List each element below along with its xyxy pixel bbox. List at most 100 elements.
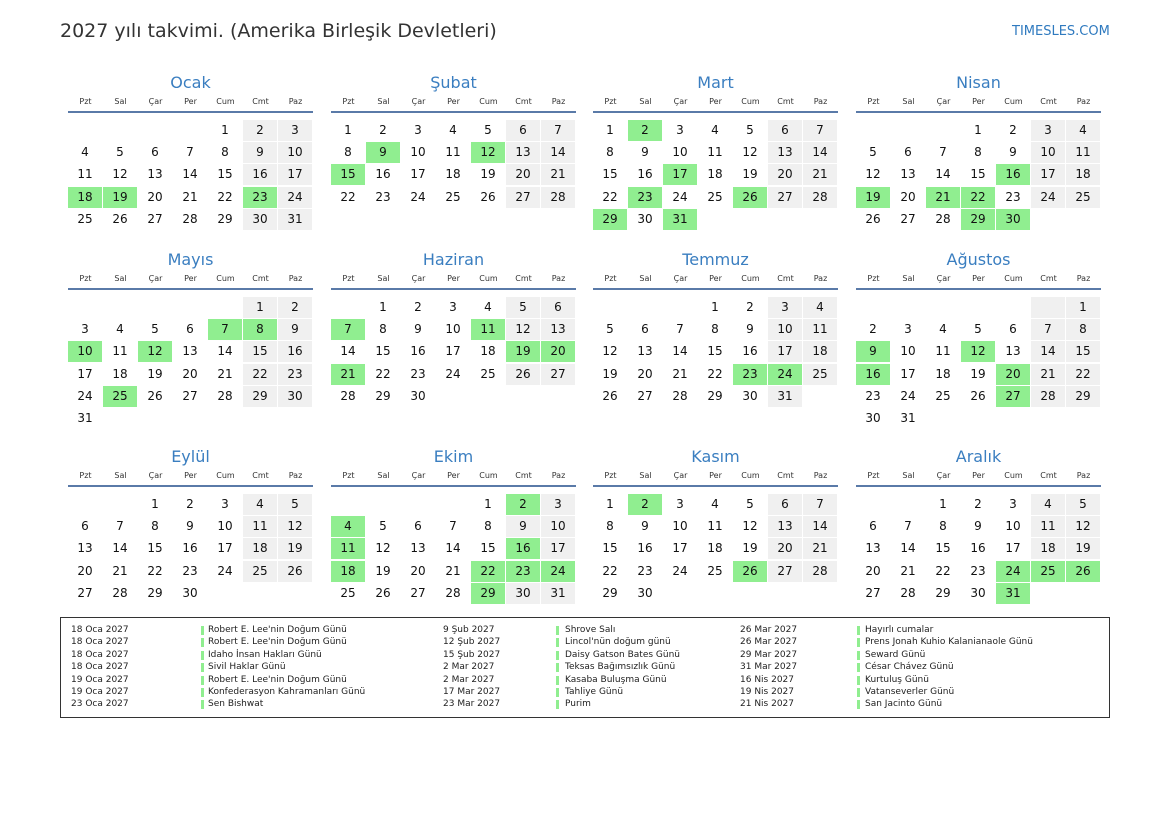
day-cell: 13 xyxy=(147,167,163,182)
holiday-day-cell: 19 xyxy=(103,186,137,208)
weekday-label: Cmt xyxy=(777,97,794,106)
day-cell: 21 xyxy=(803,164,837,186)
weekday-label: Sal xyxy=(114,274,127,283)
day-cell: 12 xyxy=(742,519,758,534)
day-cell: 25 xyxy=(243,560,277,582)
day-cell: 20 xyxy=(77,563,93,578)
day-cell: 28 xyxy=(217,388,233,403)
weekday-label: Per xyxy=(972,471,985,480)
day-cell: 5 xyxy=(278,494,312,515)
day-cell: 4 xyxy=(939,322,947,337)
day-cell: 24 xyxy=(672,189,688,204)
day-cell: 23 xyxy=(278,363,312,385)
holiday-marker xyxy=(201,638,204,648)
day-cell: 27 xyxy=(768,560,802,582)
day-cell: 5 xyxy=(151,322,159,337)
month-block: Temmuz Pzt Sal Çar Per Cum Cmt Paz 1 2 3 4 5 6 7 8 9 10 11… xyxy=(593,250,838,407)
day-cell: 18 xyxy=(1066,164,1100,186)
day-cell: 7 xyxy=(186,145,194,160)
day-cell: 17 xyxy=(900,366,916,381)
day-cell: 25 xyxy=(935,388,951,403)
brand-link[interactable]: TIMESLES.COM xyxy=(1012,24,1110,39)
day-cell: 4 xyxy=(116,322,124,337)
holiday-day-cell: 21 xyxy=(926,186,960,208)
day-cell: 16 xyxy=(970,541,986,556)
day-cell: 2 xyxy=(414,300,422,314)
day-cell: 22 xyxy=(147,563,163,578)
day-cell: 19 xyxy=(742,167,758,182)
day-cell: 2 xyxy=(186,497,194,511)
weekday-label: Pzt xyxy=(79,97,92,106)
holiday-marker xyxy=(201,650,204,660)
day-cell: 13 xyxy=(768,516,802,538)
holiday-date: 19 Oca 2027 xyxy=(71,674,129,685)
day-cell: 28 xyxy=(803,560,837,582)
holiday-day-cell: 29 xyxy=(471,582,505,604)
weekday-label: Cum xyxy=(479,97,498,106)
day-cell: 1 xyxy=(711,300,719,314)
weekday-label: Paz xyxy=(551,97,566,106)
weekday-header: Pzt Sal Çar Per Cum Cmt Paz xyxy=(68,95,313,113)
day-cell: 26 xyxy=(865,211,881,226)
weekday-label: Per xyxy=(184,97,197,106)
day-cell: 26 xyxy=(147,388,163,403)
weekday-label: Pzt xyxy=(867,97,880,106)
weekday-label: Per xyxy=(709,471,722,480)
day-cell: 3 xyxy=(221,497,229,511)
weekday-label: Sal xyxy=(639,97,652,106)
day-cell: 21 xyxy=(445,563,461,578)
month-name: Temmuz xyxy=(682,250,749,269)
holiday-date: 2 Mar 2027 xyxy=(443,674,495,685)
weekday-label: Cum xyxy=(1004,97,1023,106)
month-block: Haziran Pzt Sal Çar Per Cum Cmt Paz 1 2 3 4 5 6 7 8 9 10 1… xyxy=(331,250,576,403)
holiday-day-cell: 21 xyxy=(331,363,365,385)
day-cell: 25 xyxy=(803,363,837,385)
day-cell: 22 xyxy=(602,189,618,204)
day-cell: 21 xyxy=(217,366,233,381)
weekday-label: Cmt xyxy=(1040,274,1057,283)
day-cell: 9 xyxy=(641,145,649,160)
day-cell: 24 xyxy=(410,189,426,204)
day-cell: 24 xyxy=(445,366,461,381)
day-cell: 28 xyxy=(340,388,356,403)
holiday-day-cell: 4 xyxy=(331,516,365,538)
day-cell: 21 xyxy=(1031,363,1065,385)
day-cell: 9 xyxy=(243,142,277,164)
holiday-date: 2 Mar 2027 xyxy=(443,662,495,673)
day-cell: 14 xyxy=(217,344,233,359)
day-cell: 11 xyxy=(445,145,461,160)
day-cell: 20 xyxy=(147,189,163,204)
weekday-header: Pzt Sal Çar Per Cum Cmt Paz xyxy=(331,95,576,113)
holiday-day-cell: 22 xyxy=(961,186,995,208)
day-cell: 16 xyxy=(278,341,312,363)
day-cell: 4 xyxy=(449,123,457,137)
holiday-name: Kasaba Buluşma Günü xyxy=(565,674,667,685)
weekday-label: Paz xyxy=(813,97,828,106)
day-cell: 15 xyxy=(707,344,723,359)
day-cell: 13 xyxy=(637,344,653,359)
day-cell: 17 xyxy=(1005,541,1021,556)
holiday-day-cell: 23 xyxy=(628,186,662,208)
weekday-label: Cum xyxy=(216,274,235,283)
day-cell: 12 xyxy=(506,319,540,341)
day-cell: 25 xyxy=(707,189,723,204)
holiday-name: San Jacinto Günü xyxy=(865,699,943,710)
holiday-name: Konfederasyon Kahramanları Günü xyxy=(208,686,366,697)
holiday-day-cell: 11 xyxy=(331,538,365,560)
day-cell: 20 xyxy=(900,189,916,204)
day-cell: 15 xyxy=(480,541,496,556)
weekday-label: Cmt xyxy=(252,471,269,480)
weekday-label: Paz xyxy=(551,471,566,480)
day-cell: 28 xyxy=(900,585,916,600)
day-cell: 8 xyxy=(939,519,947,534)
day-cell: 18 xyxy=(480,344,496,359)
day-cell: 22 xyxy=(243,363,277,385)
holiday-day-cell: 9 xyxy=(366,142,400,164)
day-cell: 28 xyxy=(672,388,688,403)
weekday-header: Pzt Sal Çar Per Cum Cmt Paz xyxy=(593,272,838,290)
holiday-marker xyxy=(201,663,204,673)
day-cell: 25 xyxy=(707,563,723,578)
holiday-name: Prens Jonah Kuhio Kalanianaole Günü xyxy=(865,637,1033,648)
day-cell: 9 xyxy=(974,519,982,534)
weekday-label: Cum xyxy=(741,274,760,283)
